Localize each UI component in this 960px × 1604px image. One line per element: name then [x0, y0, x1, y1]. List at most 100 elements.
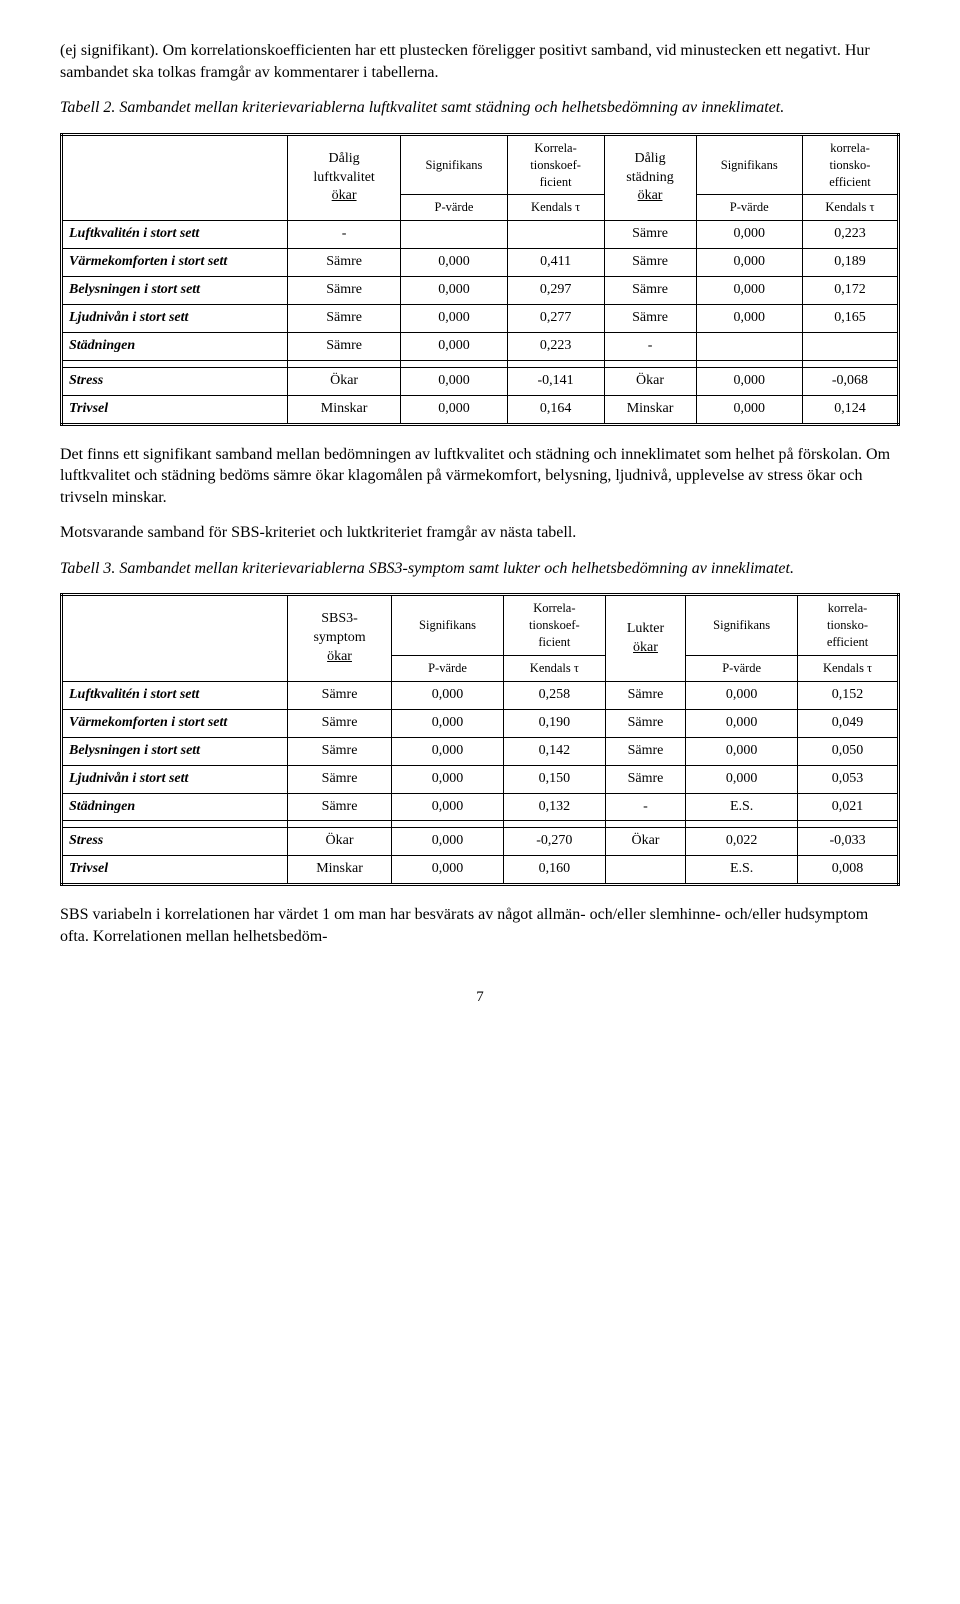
cell: 0,152 — [798, 681, 899, 709]
cell: Sämre — [287, 332, 400, 360]
cell: 0,277 — [507, 304, 604, 332]
row-label: Städningen — [62, 332, 288, 360]
spacer-row — [62, 360, 899, 367]
cell: Sämre — [605, 765, 685, 793]
t1-h-c6d: Kendals τ — [825, 200, 874, 214]
cell: 0,000 — [392, 856, 504, 885]
cell: Sämre — [287, 737, 391, 765]
t1-h-c2b: P-värde — [435, 200, 474, 214]
cell: 0,000 — [401, 367, 507, 395]
cell: E.S. — [686, 856, 798, 885]
spacer-row — [62, 821, 899, 828]
t1-h-c1b: luftkvalitet — [313, 170, 374, 185]
cell: Ökar — [287, 367, 400, 395]
t1-h-c6: korrela- — [830, 141, 870, 155]
table-row: Luftkvalitén i stort settSämre0,0000,258… — [62, 681, 899, 709]
cell: 0,000 — [696, 367, 802, 395]
cell: Sämre — [287, 765, 391, 793]
t2-h-c6d: Kendals τ — [823, 661, 872, 675]
cell: Ökar — [604, 367, 696, 395]
t1-h-c1a: Dålig — [329, 151, 360, 166]
table-row: Belysningen i stort settSämre0,0000,142S… — [62, 737, 899, 765]
cell: Ökar — [605, 828, 685, 856]
cell: 0,142 — [503, 737, 605, 765]
cell — [802, 332, 898, 360]
cell: 0,124 — [802, 395, 898, 424]
t1-h-c3c: ficient — [540, 175, 572, 189]
cell: Minskar — [604, 395, 696, 424]
row-label: Stress — [62, 828, 288, 856]
table-row: StressÖkar0,000-0,141Ökar0,000-0,068 — [62, 367, 899, 395]
t1-h-c3b: tionskoef- — [530, 158, 581, 172]
t1-h-c5b: P-värde — [730, 200, 769, 214]
cell: 0,008 — [798, 856, 899, 885]
table-row: Ljudnivån i stort settSämre0,0000,277Säm… — [62, 304, 899, 332]
cell: - — [605, 793, 685, 821]
row-label: Trivsel — [62, 856, 288, 885]
cell: 0,160 — [503, 856, 605, 885]
cell: 0,190 — [503, 709, 605, 737]
cell: 0,000 — [696, 221, 802, 249]
table-row: StädningenSämre0,0000,223- — [62, 332, 899, 360]
cell: -0,141 — [507, 367, 604, 395]
table-row: Belysningen i stort settSämre0,0000,297S… — [62, 277, 899, 305]
cell: -0,033 — [798, 828, 899, 856]
t1-h-c4b: städning — [626, 170, 673, 185]
cell: 0,022 — [686, 828, 798, 856]
t2-h-c1c: ökar — [327, 649, 352, 664]
t2-h-c1b: symptom — [313, 630, 365, 645]
cell: 0,000 — [392, 828, 504, 856]
table-row: TrivselMinskar0,0000,164Minskar0,0000,12… — [62, 395, 899, 424]
row-label: Belysningen i stort sett — [62, 737, 288, 765]
table1-caption: Tabell 2. Sambandet mellan kriterievaria… — [60, 97, 900, 119]
t2-h-c2: Signifikans — [419, 618, 476, 632]
table1: Dålig luftkvalitet ökar Signifikans Korr… — [60, 133, 900, 426]
cell: 0,000 — [401, 304, 507, 332]
cell: 0,000 — [686, 709, 798, 737]
paragraph-3: Motsvarande samband för SBS-kriteriet oc… — [60, 522, 900, 544]
t1-h-c6c: efficient — [829, 175, 870, 189]
cell: 0,000 — [696, 395, 802, 424]
cell: Ökar — [287, 828, 391, 856]
cell: Sämre — [287, 277, 400, 305]
t2-h-c4a: Lukter — [627, 621, 664, 636]
cell: 0,000 — [686, 681, 798, 709]
table-row: Luftkvalitén i stort sett-Sämre0,0000,22… — [62, 221, 899, 249]
cell: Sämre — [287, 709, 391, 737]
table2: SBS3- symptom ökar Signifikans Korrela- … — [60, 593, 900, 886]
cell: Sämre — [605, 709, 685, 737]
paragraph-2: Det finns ett signifikant samband mellan… — [60, 444, 900, 509]
cell: 0,000 — [392, 793, 504, 821]
cell: 0,000 — [696, 249, 802, 277]
row-label: Städningen — [62, 793, 288, 821]
t2-h-c6b: tionsko- — [827, 618, 868, 632]
cell: -0,068 — [802, 367, 898, 395]
cell: Sämre — [604, 221, 696, 249]
cell: 0,000 — [392, 765, 504, 793]
row-label: Luftkvalitén i stort sett — [62, 681, 288, 709]
t2-h-c3d: Kendals τ — [530, 661, 579, 675]
cell: 0,050 — [798, 737, 899, 765]
row-label: Värmekomforten i stort sett — [62, 709, 288, 737]
cell: 0,172 — [802, 277, 898, 305]
cell: 0,049 — [798, 709, 899, 737]
cell: Sämre — [605, 681, 685, 709]
page-number: 7 — [60, 987, 900, 1007]
cell: - — [287, 221, 400, 249]
cell: 0,000 — [401, 332, 507, 360]
cell: 0,000 — [392, 709, 504, 737]
row-label: Ljudnivån i stort sett — [62, 304, 288, 332]
t1-h-c5: Signifikans — [721, 158, 778, 172]
table-row: StressÖkar0,000-0,270Ökar0,022-0,033 — [62, 828, 899, 856]
cell: Sämre — [604, 249, 696, 277]
t2-h-c6: korrela- — [828, 601, 868, 615]
cell: Sämre — [287, 681, 391, 709]
row-label: Ljudnivån i stort sett — [62, 765, 288, 793]
cell: 0,000 — [696, 304, 802, 332]
cell — [605, 856, 685, 885]
cell: E.S. — [686, 793, 798, 821]
cell: 0,150 — [503, 765, 605, 793]
table-row: Värmekomforten i stort settSämre0,0000,1… — [62, 709, 899, 737]
cell: Sämre — [287, 249, 400, 277]
cell: Sämre — [605, 737, 685, 765]
